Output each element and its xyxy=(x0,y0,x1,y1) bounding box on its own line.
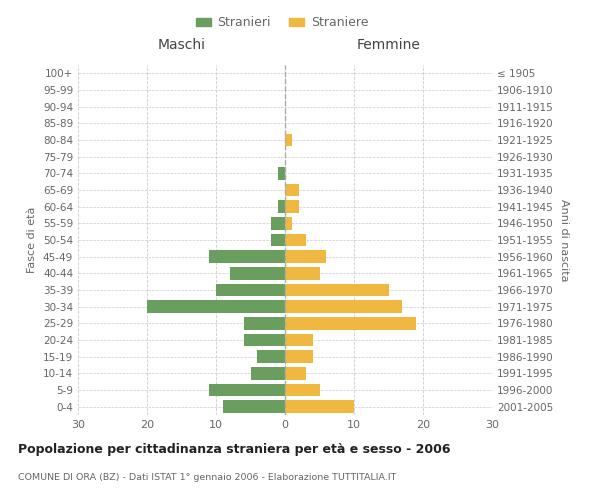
Text: Femmine: Femmine xyxy=(356,38,421,52)
Bar xyxy=(285,300,402,313)
Bar xyxy=(223,400,285,413)
Bar xyxy=(285,334,313,346)
Bar xyxy=(147,300,285,313)
Bar xyxy=(278,167,285,179)
Y-axis label: Fasce di età: Fasce di età xyxy=(28,207,37,273)
Bar xyxy=(285,400,354,413)
Bar xyxy=(285,217,292,230)
Bar xyxy=(285,350,313,363)
Bar xyxy=(285,267,320,280)
Bar xyxy=(285,184,299,196)
Bar xyxy=(285,134,292,146)
Text: Maschi: Maschi xyxy=(158,38,206,52)
Text: COMUNE DI ORA (BZ) - Dati ISTAT 1° gennaio 2006 - Elaborazione TUTTITALIA.IT: COMUNE DI ORA (BZ) - Dati ISTAT 1° genna… xyxy=(18,472,397,482)
Bar xyxy=(271,234,285,246)
Bar xyxy=(285,200,299,213)
Bar xyxy=(209,250,285,263)
Bar xyxy=(285,317,416,330)
Bar xyxy=(251,367,285,380)
Bar xyxy=(285,367,306,380)
Bar xyxy=(271,217,285,230)
Bar xyxy=(278,200,285,213)
Bar xyxy=(244,334,285,346)
Y-axis label: Anni di nascita: Anni di nascita xyxy=(559,198,569,281)
Bar xyxy=(285,284,389,296)
Bar xyxy=(230,267,285,280)
Bar xyxy=(216,284,285,296)
Bar xyxy=(209,384,285,396)
Text: Popolazione per cittadinanza straniera per età e sesso - 2006: Popolazione per cittadinanza straniera p… xyxy=(18,442,451,456)
Legend: Stranieri, Straniere: Stranieri, Straniere xyxy=(191,11,373,34)
Bar xyxy=(285,384,320,396)
Bar xyxy=(285,234,306,246)
Bar xyxy=(244,317,285,330)
Bar xyxy=(257,350,285,363)
Bar xyxy=(285,250,326,263)
